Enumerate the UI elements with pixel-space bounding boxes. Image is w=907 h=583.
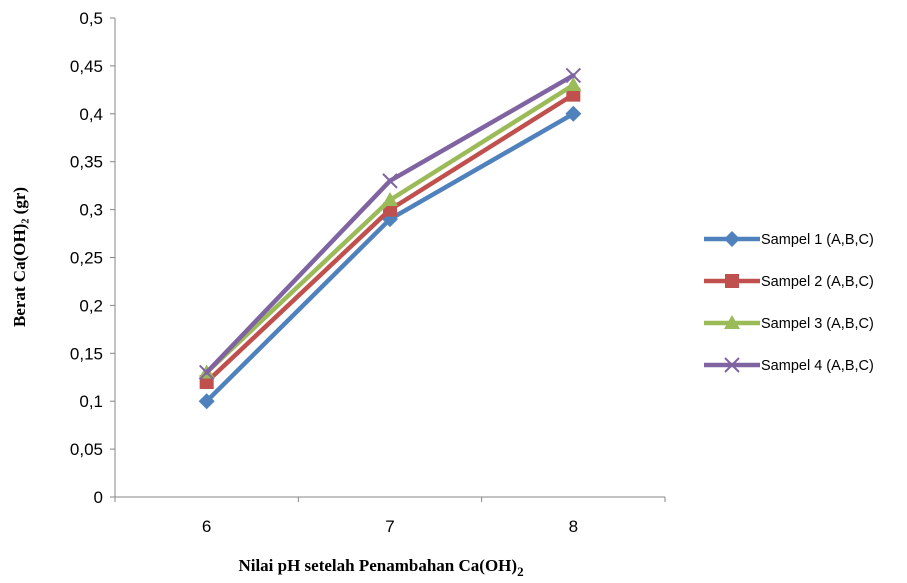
y-tick-label: 0,35 [70,153,103,172]
series-2-point [199,375,214,390]
series-3-point [382,192,398,207]
x-ticks: 6 7 8 [114,497,666,536]
y-tick-label: 0,2 [79,296,103,315]
y-tick-label: 0,1 [79,392,103,411]
legend-label: Sampel 4 (A,B,C) [761,358,874,374]
series-4-point [565,67,582,84]
legend: Sampel 1 (A,B,C) Sampel 2 (A,B,C) Sampel 3… [704,231,874,374]
y-tick-label: 0 [94,488,103,507]
x-tick-label: 6 [202,517,211,536]
x-axis-title-main: Nilai pH setelah Penambahan Ca(OH) [238,556,517,575]
y-tick-label: 0,15 [70,344,103,363]
y-tick-label: 0,25 [70,249,103,268]
legend-label: Sampel 2 (A,B,C) [761,274,874,290]
plot-area: 0 0,05 0,1 0,15 0,2 0,25 0,3 0,35 0,4 0,45 0,5 6 7 8 [70,9,666,536]
series-line-2 [204,92,576,385]
x-tick-label: 7 [385,517,394,536]
legend-item: Sampel 4 (A,B,C) [704,357,874,374]
series-1-point [198,393,215,410]
legend-swatch-marker [724,357,740,373]
series-3-point [565,77,582,92]
x-axis-title-subscript: 2 [517,564,524,579]
legend-swatch-marker [724,231,740,247]
y-ticks: 0 0,05 0,1 0,15 0,2 0,25 0,3 0,35 0,4 0,45 0,5 [70,9,115,507]
legend-swatch-marker [724,315,740,329]
y-tick-label: 0,05 [70,440,103,459]
y-tick-label: 0,45 [70,57,103,76]
legend-item: Sampel 3 (A,B,C) [704,315,874,332]
legend-label: Sampel 1 (A,B,C) [761,232,874,248]
series-line-1 [204,111,576,404]
x-tick-label: 8 [569,517,578,536]
series-4-point [198,364,215,381]
y-tick-label: 0,4 [79,105,103,124]
series-2-point [566,87,581,102]
series-4-point [382,173,398,189]
y-axis-title: Berat Ca(OH)₂ (gr) [10,187,29,327]
legend-item: Sampel 1 (A,B,C) [704,231,874,248]
series-1-point [565,105,582,122]
x-axis-title: Nilai pH setelah Penambahan Ca(OH)2 [238,556,523,579]
legend-item: Sampel 2 (A,B,C) [704,274,874,290]
y-tick-label: 0,5 [79,9,103,28]
legend-swatch-marker [725,274,739,288]
series-layer [198,67,582,410]
y-tick-label: 0,3 [79,201,103,220]
legend-label: Sampel 3 (A,B,C) [761,316,874,332]
